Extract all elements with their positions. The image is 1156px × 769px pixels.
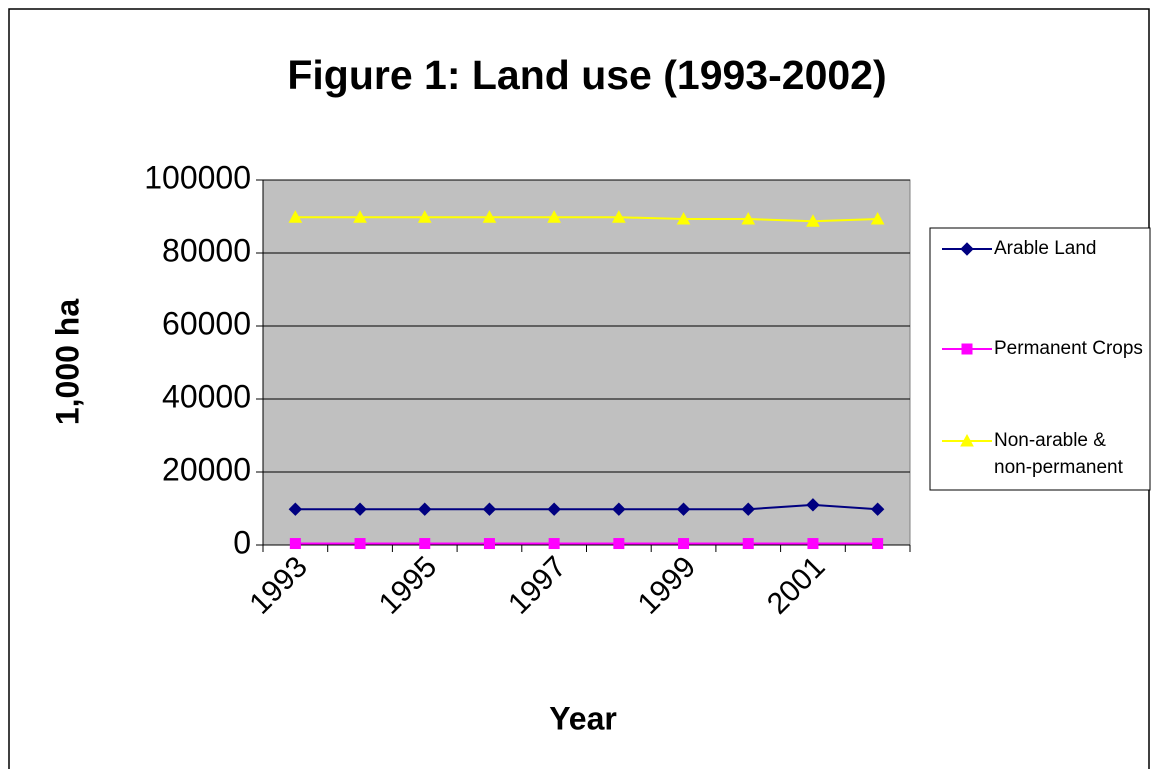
marker xyxy=(870,502,885,516)
x-axis-label: Year xyxy=(549,700,617,736)
plot-area xyxy=(262,179,911,546)
marker xyxy=(806,214,820,227)
marker xyxy=(960,433,974,447)
marker xyxy=(806,498,820,512)
y-tick-label: 100000 xyxy=(144,159,251,195)
marker xyxy=(353,210,367,223)
marker xyxy=(288,210,303,223)
marker xyxy=(676,502,691,516)
series-line xyxy=(295,216,878,223)
marker xyxy=(612,502,626,516)
x-tick-label: 1999 xyxy=(632,550,703,621)
marker xyxy=(353,502,367,516)
legend-label: Non-arable & non-permanent xyxy=(994,430,1123,478)
x-tick-label: 1993 xyxy=(243,550,314,621)
marker xyxy=(678,538,690,550)
marker xyxy=(961,343,973,355)
marker xyxy=(418,502,432,516)
marker xyxy=(870,212,885,225)
marker xyxy=(547,502,561,516)
marker xyxy=(676,212,691,225)
y-tick-label: 60000 xyxy=(162,305,251,341)
marker xyxy=(741,212,756,225)
y-tick-label: 40000 xyxy=(162,378,251,414)
x-tick-label: 1995 xyxy=(373,550,444,621)
x-tick-label: 1997 xyxy=(502,550,573,621)
legend-label: Arable Land xyxy=(994,238,1097,259)
y-tick-label: 0 xyxy=(233,524,251,560)
marker xyxy=(354,538,366,550)
marker xyxy=(807,538,819,550)
marker xyxy=(548,538,560,550)
x-tick-label: 2001 xyxy=(761,550,832,621)
series-line xyxy=(295,503,878,511)
chart-title: Figure 1: Land use (1993-2002) xyxy=(287,52,886,98)
marker xyxy=(417,210,432,223)
y-tick-label: 80000 xyxy=(162,232,251,268)
marker xyxy=(482,502,497,516)
marker xyxy=(547,210,561,223)
marker xyxy=(741,502,755,516)
marker xyxy=(419,538,431,550)
marker xyxy=(872,538,884,550)
marker xyxy=(612,210,626,223)
marker xyxy=(483,538,495,550)
marker xyxy=(288,502,303,516)
marker xyxy=(482,210,497,223)
marker xyxy=(742,538,754,550)
y-axis-label: 1,000 ha xyxy=(49,299,85,426)
y-tick-label: 20000 xyxy=(162,451,251,487)
legend-label: Permanent Crops xyxy=(994,338,1143,359)
marker xyxy=(613,538,625,550)
marker xyxy=(289,538,301,550)
marker xyxy=(960,242,974,256)
